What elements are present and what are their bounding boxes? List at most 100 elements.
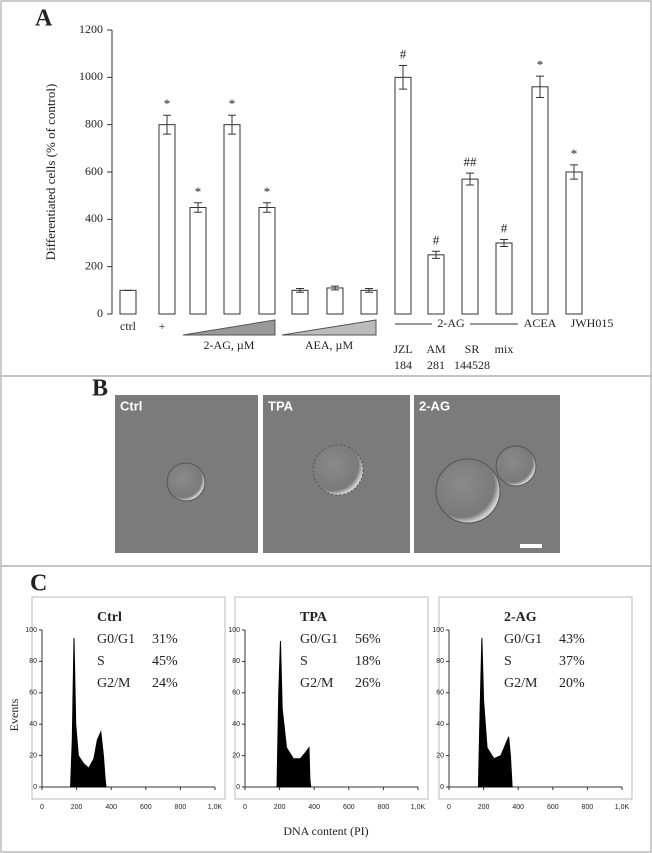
y-tick-label: 80 — [436, 658, 444, 665]
y-tick-label: 800 — [85, 116, 103, 130]
y-tick-label: 20 — [232, 752, 240, 759]
y-tick-label: 0 — [440, 784, 444, 791]
bar — [461, 178, 479, 315]
bar — [119, 289, 137, 315]
error-bar — [365, 287, 373, 293]
phase-share: 43% — [559, 632, 585, 647]
phase-share: 56% — [355, 632, 381, 647]
x-tick-label: 800 — [378, 804, 390, 811]
bar — [258, 207, 276, 315]
x-tick-label: JZL — [393, 342, 412, 356]
phase-name: G2/M — [504, 676, 538, 691]
cell — [312, 444, 364, 496]
error-bar — [570, 164, 578, 180]
x-tick-sublabel: 144528 — [454, 358, 490, 372]
phase-name: G0/G1 — [504, 632, 542, 647]
image-label: TPA — [268, 398, 294, 413]
error-bar — [263, 202, 271, 213]
error-bar — [163, 114, 171, 135]
x-tick-label: AM — [426, 342, 446, 356]
bar — [291, 289, 309, 315]
phase-name: S — [97, 654, 105, 669]
y-tick-label: 100 — [228, 627, 240, 634]
significance: # — [433, 232, 440, 247]
x-tick-label: 0 — [40, 804, 44, 811]
significance: * — [571, 146, 578, 161]
x-tick-label: 0 — [447, 804, 451, 811]
panel-label: C — [30, 571, 47, 597]
plot-title: 2-AG — [504, 610, 537, 625]
bar — [531, 86, 549, 315]
error-bar — [331, 285, 339, 291]
phase-share: 37% — [559, 654, 585, 669]
dose-wedge — [182, 319, 276, 336]
cell — [435, 458, 501, 524]
panel-c-frame — [0, 565, 652, 853]
error-bar — [536, 75, 544, 98]
significance: * — [195, 184, 202, 199]
histogram-area — [70, 637, 107, 788]
y-tick-label: 100 — [25, 627, 37, 634]
y-tick-label: 20 — [29, 752, 37, 759]
phase-name: G2/M — [97, 676, 131, 691]
phase-share: 18% — [355, 654, 381, 669]
y-axis-label: Differentiated cells (% of control) — [43, 84, 58, 261]
bar — [158, 124, 176, 315]
plot-frame — [31, 596, 226, 800]
x-tick-label: 400 — [512, 804, 524, 811]
phase-share: 31% — [152, 632, 178, 647]
dose-wedge — [281, 319, 377, 336]
x-tick-label: 400 — [105, 804, 117, 811]
error-bar — [296, 287, 304, 293]
image-label: 2-AG — [419, 398, 450, 413]
group-label: 2-AG, µM — [204, 338, 255, 352]
bar — [495, 242, 513, 315]
error-bar — [194, 202, 202, 213]
bar — [189, 207, 207, 315]
plot-frame — [234, 596, 429, 800]
y-tick-label: 200 — [85, 258, 103, 272]
significance: # — [501, 220, 508, 235]
x-tick-label: 200 — [274, 804, 286, 811]
x-tick-label: 600 — [343, 804, 355, 811]
group-label: AEA, µM — [305, 338, 354, 352]
error-bar — [228, 114, 236, 135]
cell — [166, 462, 206, 502]
y-tick-label: 60 — [436, 690, 444, 697]
panel-label: B — [92, 376, 108, 402]
y-tick-label: 400 — [85, 211, 103, 225]
y-tick-label: 100 — [432, 627, 444, 634]
x-tick-label: 200 — [478, 804, 490, 811]
error-bar — [432, 250, 440, 259]
y-tick-label: 20 — [436, 752, 444, 759]
phase-share: 26% — [355, 676, 381, 691]
error-bar — [500, 238, 508, 248]
x-tick-label: 400 — [308, 804, 320, 811]
y-tick-label: 80 — [29, 658, 37, 665]
panel-label: A — [35, 6, 53, 32]
error-bar — [466, 172, 474, 186]
bar — [223, 124, 241, 315]
y-tick-label: 0 — [236, 784, 240, 791]
phase-share: 45% — [152, 654, 178, 669]
histogram-area — [477, 637, 513, 788]
phase-name: S — [300, 654, 308, 669]
phase-name: G2/M — [300, 676, 334, 691]
phase-name: G0/G1 — [300, 632, 338, 647]
x-tick-label: 600 — [547, 804, 559, 811]
x-tick-label: + — [159, 319, 166, 333]
phase-share: 20% — [559, 676, 585, 691]
x-tick-label: 200 — [71, 804, 83, 811]
x-tick-label: 0 — [243, 804, 247, 811]
significance: * — [537, 57, 544, 72]
x-tick-label: 600 — [140, 804, 152, 811]
bar — [394, 76, 412, 315]
y-tick-label: 60 — [29, 690, 37, 697]
significance: * — [264, 184, 271, 199]
bar — [360, 289, 378, 315]
bar — [326, 287, 344, 315]
phase-name: G0/G1 — [97, 632, 135, 647]
x-tick-sublabel: 281 — [427, 358, 445, 372]
x-tick-label: ACEA — [524, 316, 557, 330]
